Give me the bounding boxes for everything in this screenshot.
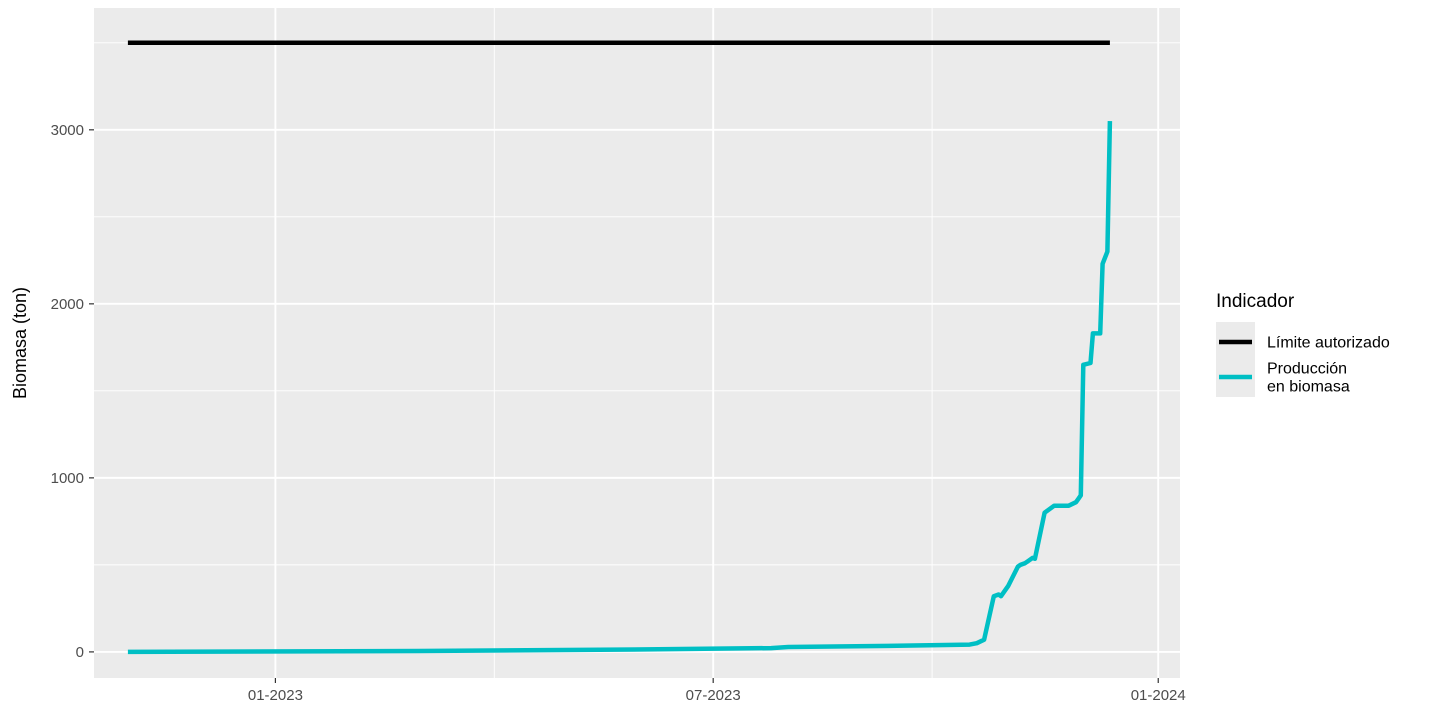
axes: 0 1000 2000 3000 01-2023 07-2023 01-2024 [51, 122, 1186, 704]
y-axis-title: Biomasa (ton) [10, 287, 30, 399]
legend-title: Indicador [1216, 291, 1295, 312]
y-tick-label: 1000 [51, 470, 84, 487]
x-tick-label: 07-2023 [686, 687, 741, 704]
y-tick-label: 0 [76, 644, 84, 661]
y-tick-label: 3000 [51, 122, 84, 139]
legend-key-background [1216, 322, 1255, 397]
series-line-produccion [127, 121, 1113, 655]
y-tick-label: 2000 [51, 296, 84, 313]
legend-label-produccion: en biomasa [1267, 379, 1350, 396]
legend: Indicador Límite autorizado Producciónen … [1216, 291, 1390, 397]
plot-panel [94, 8, 1180, 678]
series-lines [127, 40, 1113, 655]
x-tick-label: 01-2024 [1131, 687, 1186, 704]
legend-label-limite: Límite autorizado [1267, 335, 1390, 352]
legend-label-produccion: Producción [1267, 361, 1347, 378]
x-tick-label: 01-2023 [248, 687, 303, 704]
